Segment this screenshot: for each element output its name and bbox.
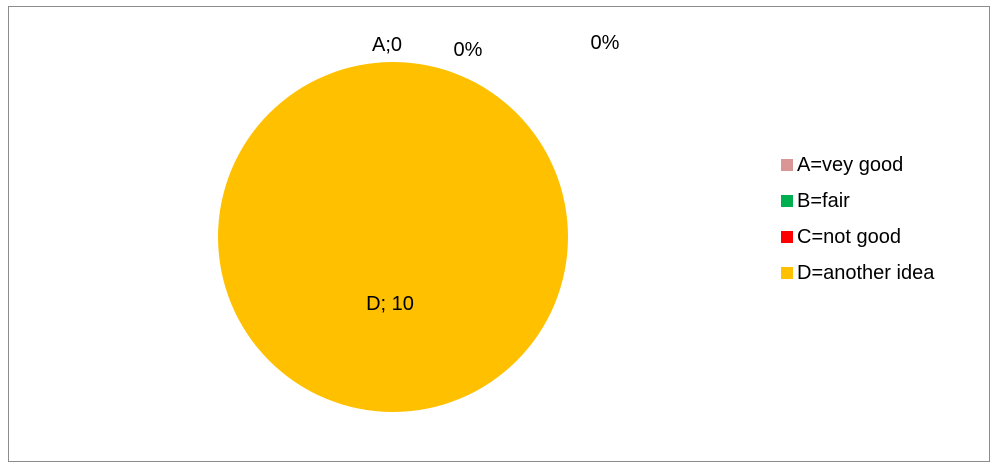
legend-swatch-b bbox=[781, 195, 793, 207]
data-label-b: 0% bbox=[454, 39, 483, 61]
legend-item-d: D=another idea bbox=[781, 255, 934, 291]
legend-swatch-d bbox=[781, 267, 793, 279]
data-label-a: A;0 bbox=[372, 34, 402, 56]
legend-label-d: D=another idea bbox=[797, 261, 935, 284]
legend: A=vey good B=fair C=not good D=another i… bbox=[781, 147, 934, 291]
legend-item-a: A=vey good bbox=[781, 147, 934, 183]
legend-swatch-c bbox=[781, 231, 793, 243]
data-label-d: D; 10 bbox=[366, 293, 414, 315]
legend-item-b: B=fair bbox=[781, 183, 934, 219]
pie-slice-d bbox=[218, 62, 568, 412]
data-label-c: 0% bbox=[591, 32, 620, 54]
legend-swatch-a bbox=[781, 159, 793, 171]
legend-label-c: C=not good bbox=[797, 225, 901, 248]
legend-label-a: A=vey good bbox=[797, 153, 904, 176]
legend-label-b: B=fair bbox=[797, 189, 850, 212]
pie-slices bbox=[218, 62, 568, 412]
legend-item-c: C=not good bbox=[781, 219, 934, 255]
